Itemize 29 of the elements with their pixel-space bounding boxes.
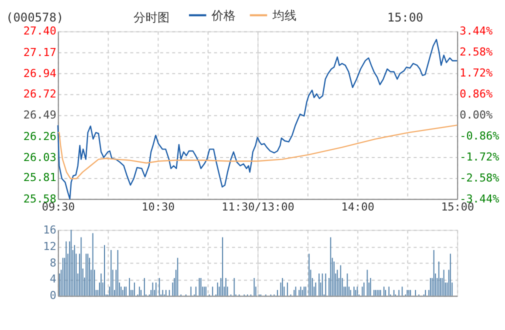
text: 0.86% bbox=[460, 88, 493, 101]
y-tick-label: 0 bbox=[50, 289, 56, 302]
y-tick-label: 26.94 bbox=[23, 67, 57, 80]
legend-label: 均线 bbox=[271, 8, 296, 22]
text: 15:00 bbox=[387, 10, 424, 24]
y-tick-label: 25.81 bbox=[23, 171, 56, 184]
y-tick-label: 26.72 bbox=[23, 87, 56, 100]
text: -0.86% bbox=[460, 130, 500, 143]
x-tick-label: 11:30/13:00 bbox=[222, 200, 294, 214]
text: 0.00% bbox=[460, 108, 493, 122]
legend-label: 价格 bbox=[210, 8, 236, 22]
y-tick-label: 16 bbox=[43, 223, 56, 236]
y-tick-label: 8 bbox=[50, 256, 56, 270]
y-tick-label: 26.03 bbox=[23, 150, 56, 164]
chart-subtitle: 分时图 bbox=[134, 10, 170, 24]
y-tick-label: 12 bbox=[43, 240, 56, 253]
y-tick-label: 4 bbox=[50, 272, 57, 286]
text: -2.58% bbox=[460, 171, 500, 184]
text: 3.44% bbox=[460, 24, 493, 38]
chart-title: (000578) bbox=[6, 10, 64, 24]
y-tick-label: 26.26 bbox=[23, 130, 56, 143]
x-tick-label: 10:30 bbox=[142, 200, 175, 214]
x-tick-label: 14:00 bbox=[341, 200, 374, 214]
y-tick-label: 26.49 bbox=[23, 108, 56, 122]
text: 1.72% bbox=[460, 66, 493, 80]
y-tick-label: 27.40 bbox=[23, 24, 56, 38]
text: 2.58% bbox=[460, 46, 493, 59]
y-tick-label: 27.17 bbox=[23, 46, 56, 59]
text: -1.72% bbox=[460, 150, 500, 164]
